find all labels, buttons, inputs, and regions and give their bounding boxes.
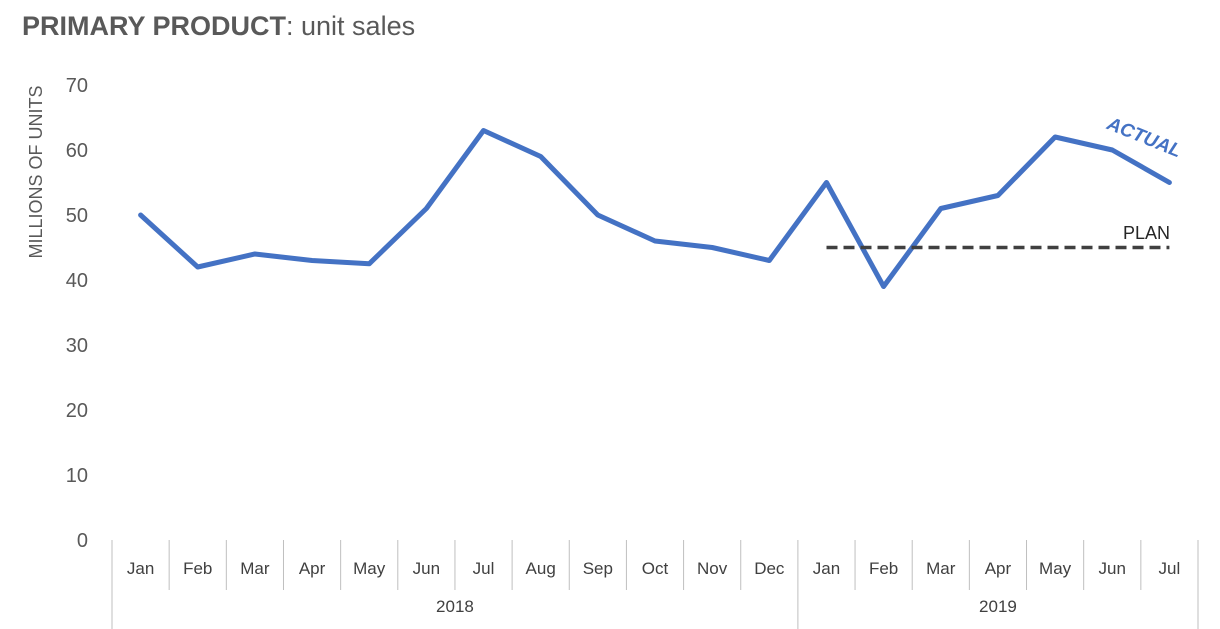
y-tick-label: 0 bbox=[77, 530, 88, 552]
x-tick-label: Jun bbox=[413, 559, 440, 578]
y-tick-label: 40 bbox=[66, 270, 88, 292]
x-tick-label: Apr bbox=[985, 559, 1012, 578]
y-tick-label: 60 bbox=[66, 140, 88, 162]
x-tick-label: Mar bbox=[240, 559, 270, 578]
x-tick-label: Sep bbox=[583, 559, 613, 578]
x-tick-label: Jan bbox=[127, 559, 154, 578]
x-tick-label: Feb bbox=[183, 559, 212, 578]
x-tick-label: Apr bbox=[299, 559, 326, 578]
x-tick-label: Feb bbox=[869, 559, 898, 578]
x-tick-label: Jan bbox=[813, 559, 840, 578]
x-tick-label: Jun bbox=[1099, 559, 1126, 578]
y-tick-label: 20 bbox=[66, 400, 88, 422]
y-ticks: 0 10 20 30 40 50 60 70 bbox=[66, 75, 88, 552]
x-group-label: 2019 bbox=[979, 597, 1017, 616]
x-tick-label: Jul bbox=[473, 559, 495, 578]
x-axis: Jan Feb Mar Apr May Jun Jul Aug Sep Oct Nov Dec Jan F… bbox=[111, 540, 1199, 629]
chart-title-bold: PRIMARY PRODUCT bbox=[22, 11, 287, 41]
x-tick-label: May bbox=[1039, 559, 1072, 578]
y-tick-label: 50 bbox=[66, 205, 88, 227]
plot-area bbox=[138, 128, 1172, 289]
y-tick-label: 70 bbox=[66, 75, 88, 97]
y-tick-label: 30 bbox=[66, 335, 88, 357]
chart-title: PRIMARY PRODUCT: unit sales bbox=[22, 11, 415, 42]
x-tick-label: Oct bbox=[642, 559, 669, 578]
series-label-plan: PLAN bbox=[1123, 223, 1170, 243]
x-tick-label: Dec bbox=[754, 559, 785, 578]
chart-title-rest: : unit sales bbox=[286, 11, 416, 41]
series-label-actual: ACTUAL bbox=[1103, 113, 1184, 162]
x-group-label: 2018 bbox=[436, 597, 474, 616]
y-axis-label: MILLIONS OF UNITS bbox=[26, 85, 46, 258]
x-tick-label: Jul bbox=[1159, 559, 1181, 578]
series-line-actual bbox=[138, 128, 1172, 289]
x-tick-label: Aug bbox=[526, 559, 556, 578]
x-tick-label: Mar bbox=[926, 559, 956, 578]
x-tick-label: May bbox=[353, 559, 386, 578]
y-tick-label: 10 bbox=[66, 465, 88, 487]
x-tick-label: Nov bbox=[697, 559, 728, 578]
